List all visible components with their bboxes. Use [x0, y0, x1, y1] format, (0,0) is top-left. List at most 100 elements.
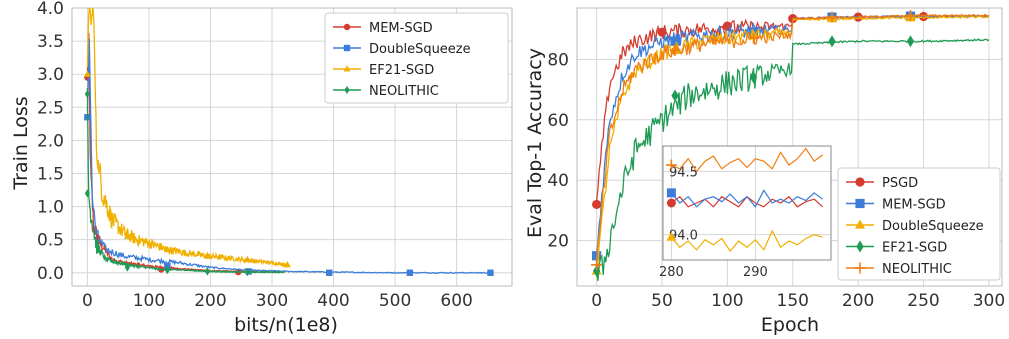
series-line-neolithic: [595, 13, 990, 261]
data-marker-psgd: [657, 27, 667, 37]
inset-data-marker: [666, 231, 677, 241]
y-tick-label: 2.5: [37, 98, 64, 118]
data-marker-neolithic: [124, 263, 130, 272]
data-marker-ef21-sgd: [203, 252, 211, 259]
legend-label: MEM-SGD: [882, 198, 946, 213]
inset-series-line: [670, 189, 823, 208]
data-marker-neolithic: [244, 267, 250, 277]
series-line-ef21-sgd: [595, 38, 990, 282]
left-y-axis-label: Train Loss: [10, 96, 32, 190]
y-tick-label: 3.0: [37, 65, 64, 85]
legend-label: EF21-SGD: [882, 241, 947, 256]
data-marker-doublesqueeze: [326, 269, 333, 276]
x-tick-label: 300: [256, 291, 288, 311]
left-legend: MEM-SGD DoubleSqueeze EF21-SGD NEOLITHIC: [324, 12, 509, 104]
x-tick-label: 200: [194, 291, 226, 311]
inset-chart: 280 290 94.0 94.5: [659, 145, 832, 280]
data-marker-ef21-sgd: [83, 70, 91, 77]
data-marker-psgd: [592, 199, 602, 210]
inset-series-line: [670, 229, 823, 253]
legend-marker: [343, 65, 351, 72]
x-tick-label: 0: [591, 291, 602, 311]
inset-x-tick-label: 280: [659, 265, 684, 280]
legend-marker: [856, 240, 864, 253]
plot-frame: [71, 7, 513, 287]
y-tick-label: 20: [547, 232, 569, 252]
x-tick-label: 200: [842, 291, 874, 311]
data-marker-ef21-sgd: [283, 260, 291, 268]
inset-series-line: [671, 147, 823, 173]
inset-frame: [662, 145, 832, 261]
legend-box: [324, 12, 509, 104]
right-x-axis-label: Epoch: [761, 314, 819, 336]
data-marker-ef21-sgd: [123, 232, 131, 239]
data-marker-ef21-sgd: [592, 264, 601, 277]
data-marker-doublesqueeze: [487, 269, 494, 276]
y-tick-label: 80: [547, 50, 569, 70]
legend-label: DoubleSqueeze: [369, 42, 471, 57]
data-marker-ef21-sgd: [749, 71, 758, 84]
x-tick-label: 600: [440, 291, 472, 311]
legend-label: NEOLITHIC: [882, 262, 952, 277]
legend-marker: [343, 23, 351, 31]
right-legend: PSGD MEM-SGD DoubleSqueeze EF21-SGD NEOLITHI…: [837, 167, 1001, 281]
data-marker-ef21-sgd: [671, 89, 679, 102]
x-tick-label: 300: [973, 291, 1005, 311]
inset-data-marker: [666, 198, 676, 208]
legend-label: DoubleSqueeze: [882, 219, 984, 234]
x-tick-label: 0: [82, 291, 93, 311]
series-line-neolithic: [86, 87, 285, 274]
y-tick-label: 4.0: [37, 0, 64, 19]
series-line-mem-sgd: [86, 32, 285, 274]
y-tick-label: 2.0: [37, 131, 64, 151]
inset-y-tick-label: 94.0: [669, 229, 698, 244]
inset-data-marker: [666, 188, 676, 198]
data-marker-doublesqueeze: [406, 269, 414, 276]
data-marker-mem-sgd: [670, 36, 680, 46]
x-tick-label: 100: [133, 291, 165, 311]
y-tick-label: 1.0: [37, 198, 64, 218]
inset-y-tick-label: 94.5: [669, 165, 698, 180]
data-marker-neolithic: [84, 89, 90, 99]
x-tick-label: 250: [907, 291, 939, 311]
legend-marker: [344, 85, 350, 95]
data-marker-neolithic: [164, 265, 170, 275]
x-tick-label: 150: [777, 291, 809, 311]
series-group: [591, 10, 990, 282]
legend-box: [837, 167, 1001, 281]
legend-marker: [854, 219, 866, 229]
legend-marker: [855, 177, 865, 187]
data-marker-neolithic: [84, 189, 90, 198]
y-tick-label: 0.0: [37, 264, 64, 284]
legend-marker: [343, 44, 351, 52]
x-tick-label: 50: [651, 291, 673, 311]
x-tick-label: 100: [711, 291, 743, 311]
data-marker-ef21-sgd: [906, 35, 915, 48]
legend-label: EF21-SGD: [369, 63, 434, 78]
legend-marker: [855, 198, 865, 209]
x-tick-label: 400: [317, 291, 349, 311]
right-y-axis-label: Eval Top-1 Accuracy: [524, 48, 546, 238]
legend-label: PSGD: [882, 176, 918, 191]
y-tick-label: 60: [547, 111, 569, 131]
legend-label: MEM-SGD: [369, 21, 433, 36]
series-group: [83, 8, 494, 277]
series-line-doublesqueeze: [86, 38, 491, 274]
y-tick-label: 40: [547, 171, 569, 191]
plot-frame: [576, 7, 1003, 287]
accuracy-chart: 0 50 100 150 200 250 300 20 40 60 80 280 290 94.0 94.5…: [547, 7, 1005, 311]
left-x-axis-label: bits/n(1e8): [234, 314, 338, 336]
inset-x-tick-label: 290: [743, 265, 768, 280]
y-tick-label: 1.5: [37, 164, 64, 184]
y-tick-label: 3.5: [37, 32, 64, 52]
legend-label: NEOLITHIC: [369, 84, 439, 99]
data-marker-ef21-sgd: [243, 255, 251, 263]
series-line-ef21-sgd: [86, 8, 289, 269]
train-loss-chart: 0 100 200 300 400 500 600 0.0 0.5 1.0 1.5 2.0 2.5 3.0…: [37, 0, 513, 311]
data-marker-ef21-sgd: [163, 245, 171, 253]
data-marker-ef21-sgd: [828, 35, 836, 48]
y-tick-label: 0.5: [37, 231, 64, 251]
data-marker-neolithic: [204, 267, 210, 276]
x-tick-label: 500: [379, 291, 411, 311]
